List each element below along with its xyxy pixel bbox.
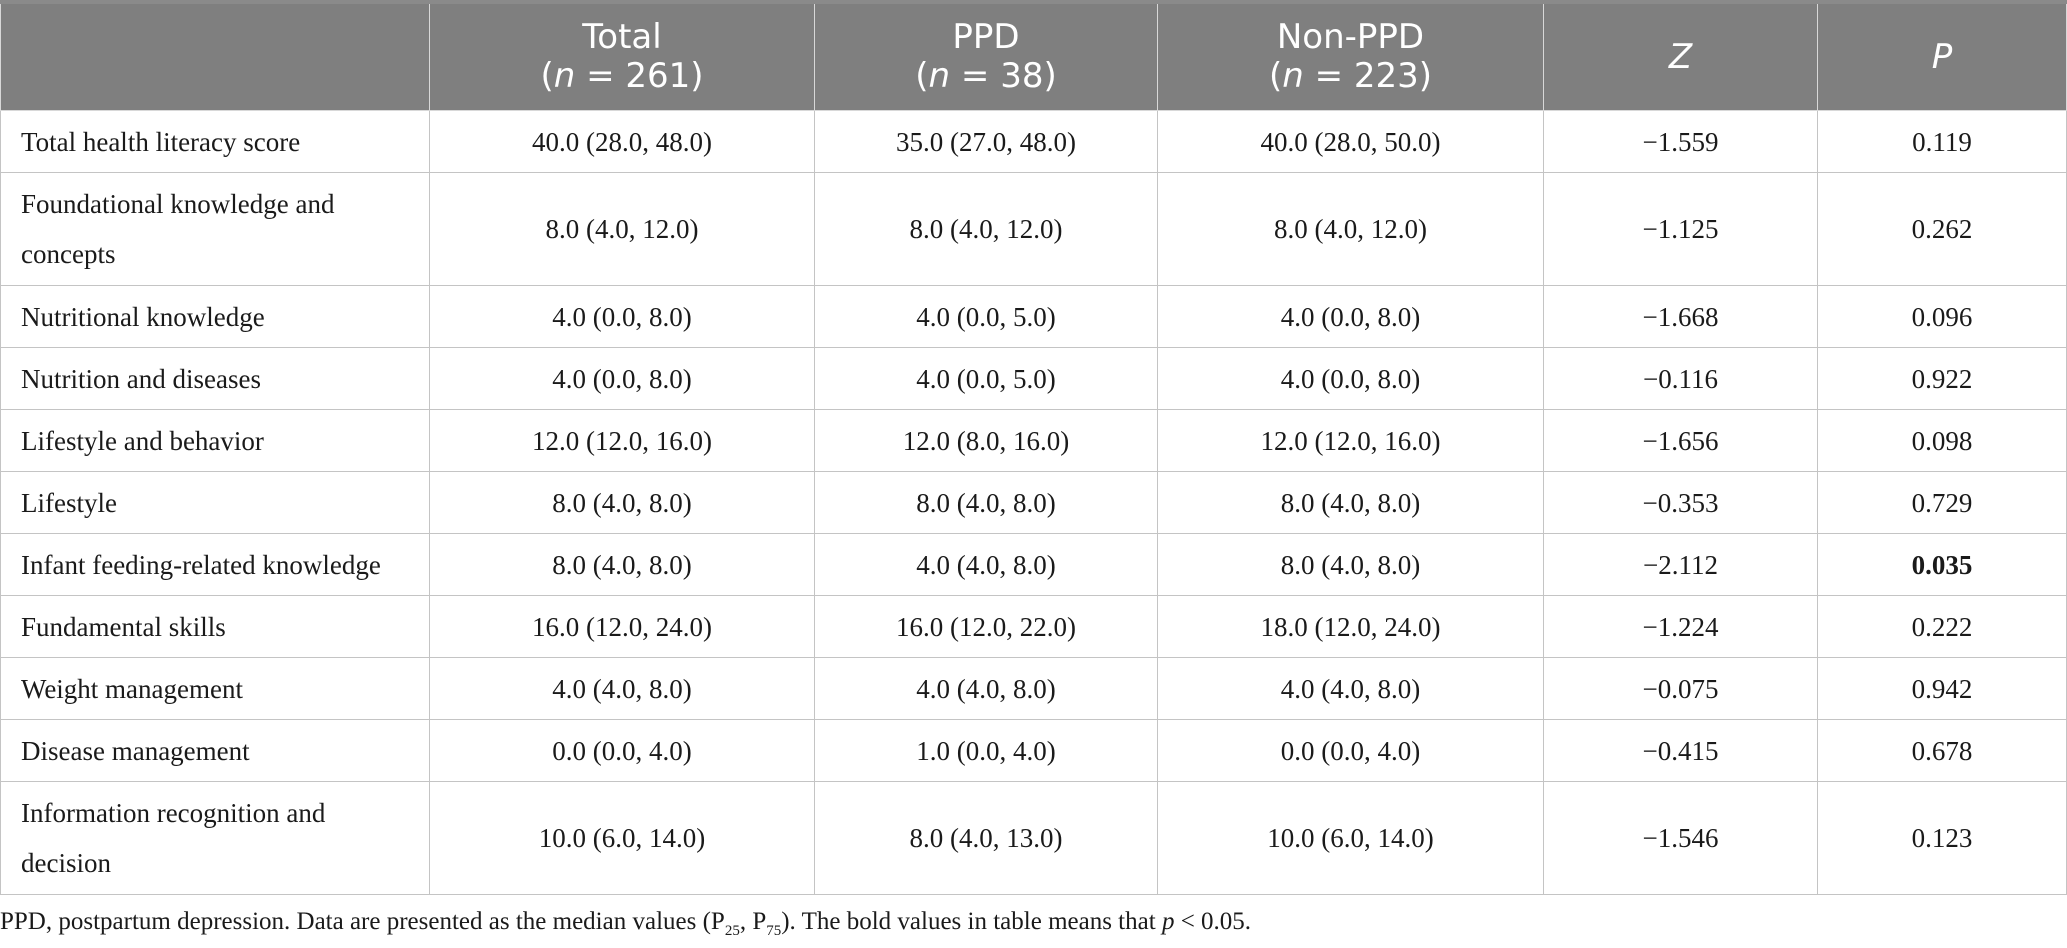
cell-total: 12.0 (12.0, 16.0): [429, 409, 815, 472]
cell-z: −1.224: [1543, 595, 1818, 658]
row-label: Total health literacy score: [0, 110, 430, 173]
cell-p: 0.123: [1817, 781, 2067, 895]
cell-total: 0.0 (0.0, 4.0): [429, 719, 815, 782]
cell-p: 0.096: [1817, 285, 2067, 348]
results-table: Total (n = 261) PPD (n = 38) Non-PPD (n …: [0, 0, 2067, 895]
cell-nonppd: 8.0 (4.0, 8.0): [1157, 471, 1544, 534]
cell-ppd: 16.0 (12.0, 22.0): [814, 595, 1158, 658]
header-nonppd-n: 223: [1353, 56, 1419, 96]
cell-ppd: 8.0 (4.0, 13.0): [814, 781, 1158, 895]
cell-z: −0.116: [1543, 347, 1818, 410]
cell-nonppd: 4.0 (0.0, 8.0): [1157, 285, 1544, 348]
cell-nonppd: 10.0 (6.0, 14.0): [1157, 781, 1544, 895]
cell-p-significant: 0.035: [1817, 533, 2067, 596]
table-row: Total health literacy score 40.0 (28.0, …: [0, 110, 2067, 173]
table-row: Information recognition and decision 10.…: [0, 781, 2067, 895]
header-total-n-line: (n = 261): [540, 56, 704, 96]
header-nonppd-label: Non-PPD: [1276, 17, 1425, 57]
cell-ppd: 8.0 (4.0, 12.0): [814, 172, 1158, 286]
cell-total: 8.0 (4.0, 12.0): [429, 172, 815, 286]
table-row: Infant feeding-related knowledge 8.0 (4.…: [0, 533, 2067, 596]
cell-nonppd: 18.0 (12.0, 24.0): [1157, 595, 1544, 658]
cell-p: 0.119: [1817, 110, 2067, 173]
cell-z: −1.546: [1543, 781, 1818, 895]
cell-z: −0.415: [1543, 719, 1818, 782]
cell-z: −0.075: [1543, 657, 1818, 720]
cell-ppd: 12.0 (8.0, 16.0): [814, 409, 1158, 472]
row-label: Foundational knowledge and concepts: [0, 172, 430, 286]
header-ppd: PPD (n = 38): [814, 0, 1158, 111]
cell-p: 0.678: [1817, 719, 2067, 782]
cell-nonppd: 12.0 (12.0, 16.0): [1157, 409, 1544, 472]
cell-total: 4.0 (0.0, 8.0): [429, 347, 815, 410]
cell-p: 0.222: [1817, 595, 2067, 658]
table-header-row: Total (n = 261) PPD (n = 38) Non-PPD (n …: [0, 0, 2067, 111]
header-ppd-n-line: (n = 38): [915, 56, 1057, 96]
row-label: Nutrition and diseases: [0, 347, 430, 410]
table-row: Nutrition and diseases 4.0 (0.0, 8.0) 4.…: [0, 347, 2067, 410]
cell-p: 0.262: [1817, 172, 2067, 286]
header-p: P: [1817, 0, 2067, 111]
cell-total: 40.0 (28.0, 48.0): [429, 110, 815, 173]
cell-nonppd: 40.0 (28.0, 50.0): [1157, 110, 1544, 173]
cell-total: 4.0 (4.0, 8.0): [429, 657, 815, 720]
cell-total: 10.0 (6.0, 14.0): [429, 781, 815, 895]
cell-nonppd: 8.0 (4.0, 12.0): [1157, 172, 1544, 286]
header-ppd-n: 38: [1000, 56, 1044, 96]
cell-z: −1.125: [1543, 172, 1818, 286]
cell-nonppd: 0.0 (0.0, 4.0): [1157, 719, 1544, 782]
cell-nonppd: 4.0 (4.0, 8.0): [1157, 657, 1544, 720]
cell-total: 4.0 (0.0, 8.0): [429, 285, 815, 348]
table-row: Nutritional knowledge 4.0 (0.0, 8.0) 4.0…: [0, 285, 2067, 348]
table-row: Fundamental skills 16.0 (12.0, 24.0) 16.…: [0, 595, 2067, 658]
cell-ppd: 4.0 (0.0, 5.0): [814, 347, 1158, 410]
row-label: Lifestyle and behavior: [0, 409, 430, 472]
header-z: Z: [1543, 0, 1818, 111]
cell-nonppd: 8.0 (4.0, 8.0): [1157, 533, 1544, 596]
row-label: Fundamental skills: [0, 595, 430, 658]
cell-nonppd: 4.0 (0.0, 8.0): [1157, 347, 1544, 410]
row-label: Disease management: [0, 719, 430, 782]
header-total-n: 261: [625, 56, 691, 96]
cell-p: 0.942: [1817, 657, 2067, 720]
cell-ppd: 1.0 (0.0, 4.0): [814, 719, 1158, 782]
cell-ppd: 8.0 (4.0, 8.0): [814, 471, 1158, 534]
cell-ppd: 4.0 (4.0, 8.0): [814, 657, 1158, 720]
row-label: Weight management: [0, 657, 430, 720]
header-nonppd-n-line: (n = 223): [1268, 56, 1433, 96]
header-ppd-label: PPD: [952, 17, 1020, 57]
cell-p: 0.729: [1817, 471, 2067, 534]
cell-z: −1.668: [1543, 285, 1818, 348]
cell-z: −0.353: [1543, 471, 1818, 534]
table-row: Lifestyle 8.0 (4.0, 8.0) 8.0 (4.0, 8.0) …: [0, 471, 2067, 534]
row-label: Infant feeding-related knowledge: [0, 533, 430, 596]
table-row: Disease management 0.0 (0.0, 4.0) 1.0 (0…: [0, 719, 2067, 782]
cell-total: 8.0 (4.0, 8.0): [429, 533, 815, 596]
header-total: Total (n = 261): [429, 0, 815, 111]
table-row: Foundational knowledge and concepts 8.0 …: [0, 172, 2067, 286]
results-table-container: Total (n = 261) PPD (n = 38) Non-PPD (n …: [0, 0, 2067, 895]
header-nonppd: Non-PPD (n = 223): [1157, 0, 1544, 111]
table-row: Weight management 4.0 (4.0, 8.0) 4.0 (4.…: [0, 657, 2067, 720]
cell-total: 8.0 (4.0, 8.0): [429, 471, 815, 534]
cell-z: −2.112: [1543, 533, 1818, 596]
header-total-label: Total: [582, 17, 662, 57]
cell-z: −1.656: [1543, 409, 1818, 472]
cell-ppd: 4.0 (0.0, 5.0): [814, 285, 1158, 348]
table-footnote: PPD, postpartum depression. Data are pre…: [0, 908, 1252, 939]
cell-p: 0.098: [1817, 409, 2067, 472]
cell-z: −1.559: [1543, 110, 1818, 173]
cell-total: 16.0 (12.0, 24.0): [429, 595, 815, 658]
cell-ppd: 4.0 (4.0, 8.0): [814, 533, 1158, 596]
cell-p: 0.922: [1817, 347, 2067, 410]
table-row: Lifestyle and behavior 12.0 (12.0, 16.0)…: [0, 409, 2067, 472]
header-empty: [0, 0, 430, 111]
cell-ppd: 35.0 (27.0, 48.0): [814, 110, 1158, 173]
row-label: Nutritional knowledge: [0, 285, 430, 348]
row-label: Information recognition and decision: [0, 781, 430, 895]
row-label: Lifestyle: [0, 471, 430, 534]
